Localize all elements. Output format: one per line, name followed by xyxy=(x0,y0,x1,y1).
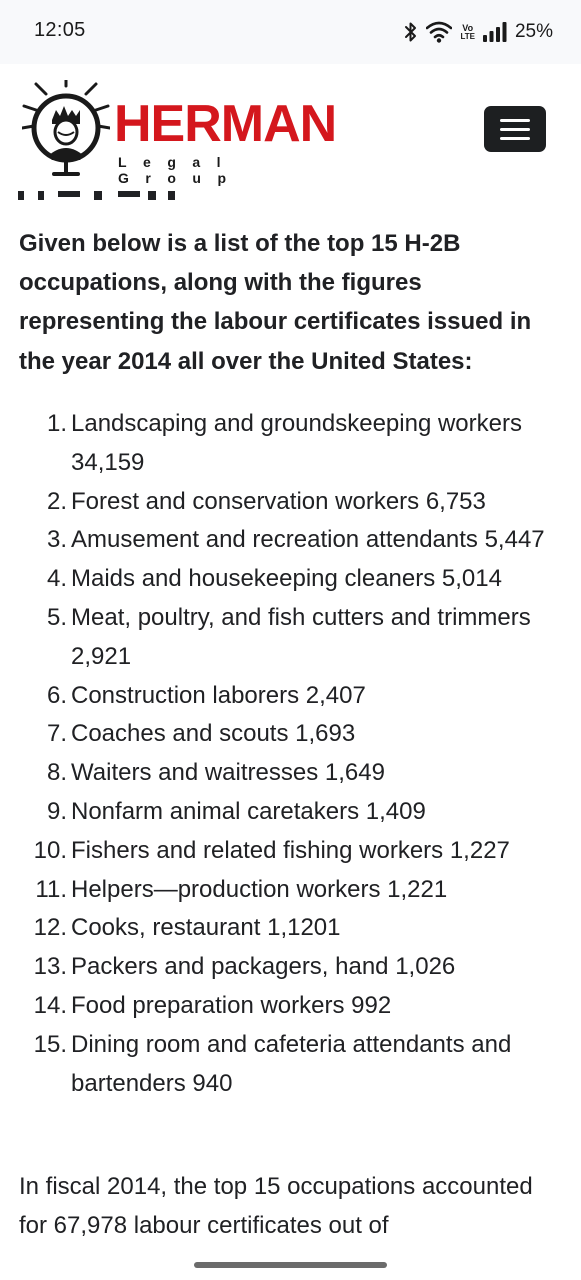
list-item: 15. Dining room and cafeteria attendants … xyxy=(0,1026,581,1104)
list-item: 3. Amusement and recreation attendants 5,… xyxy=(0,521,581,560)
list-item-number: 3. xyxy=(46,526,67,554)
volte-icon: Vo LTE xyxy=(460,22,475,41)
signal-icon xyxy=(482,22,507,42)
list-item: 1. Landscaping and groundskeeping workers… xyxy=(0,405,581,483)
list-item: 2. Forest and conservation workers 6,753 xyxy=(0,483,581,522)
hamburger-icon xyxy=(500,118,530,140)
battery-percent: 25% xyxy=(514,21,553,42)
list-item-number: 2. xyxy=(46,487,67,515)
statue-of-liberty-emblem xyxy=(22,80,110,176)
site-header: HERMAN Legal Group xyxy=(0,64,581,190)
list-item: 10. Fishers and related fishing workers 1… xyxy=(0,832,581,871)
list-item-number: 10. xyxy=(33,836,67,864)
volte-bottom: LTE xyxy=(460,31,475,41)
list-item: 4. Maids and housekeeping cleaners 5,014 xyxy=(0,560,581,599)
scrolled-heading-glyphs xyxy=(18,191,175,200)
list-item-text: Amusement and recreation attendants 5,44… xyxy=(71,526,545,554)
list-item: 7. Coaches and scouts 1,693 xyxy=(0,715,581,754)
status-icons: Vo LTE 25% xyxy=(404,18,553,46)
menu-button[interactable] xyxy=(484,106,546,152)
hamburger-line xyxy=(500,127,530,131)
list-item-text: Dining room and cafeteria attendants and… xyxy=(71,1030,512,1097)
list-item-text: Cooks, restaurant 1,1201 xyxy=(71,914,341,942)
status-time: 12:05 xyxy=(34,19,86,41)
list-item-number: 4. xyxy=(46,565,67,593)
list-item-text: Fishers and related fishing workers 1,22… xyxy=(71,836,510,864)
scrolled-heading-remnant xyxy=(18,190,218,202)
bottom-fade xyxy=(0,1240,581,1280)
list-item: 6. Construction laborers 2,407 xyxy=(0,677,581,716)
list-item-text: Helpers—production workers 1,221 xyxy=(71,875,448,903)
list-item-text: Maids and housekeeping cleaners 5,014 xyxy=(71,565,502,593)
list-item-number: 5. xyxy=(46,603,67,631)
list-item-text: Nonfarm animal caretakers 1,409 xyxy=(71,797,426,825)
list-item-number: 12. xyxy=(33,914,67,942)
volte-top: Vo xyxy=(462,22,474,33)
hamburger-line xyxy=(500,118,530,122)
bluetooth-icon xyxy=(405,22,417,42)
list-item: 5. Meat, poultry, and fish cutters and tr… xyxy=(0,599,581,677)
list-item: 14. Food preparation workers 992 xyxy=(0,987,581,1026)
list-item-number: 7. xyxy=(46,720,67,748)
list-item-number: 13. xyxy=(33,953,67,981)
list-item: 11. Helpers—production workers 1,221 xyxy=(0,871,581,910)
brand-subtitle: Legal Group xyxy=(118,154,243,186)
list-item-number: 14. xyxy=(33,991,67,1019)
herman-legal-group-logo[interactable]: HERMAN Legal Group xyxy=(22,80,362,186)
list-item-text: Food preparation workers 992 xyxy=(71,991,392,1019)
list-item-text: Packers and packagers, hand 1,026 xyxy=(71,953,456,981)
hamburger-line xyxy=(500,136,530,140)
list-intro: Given below is a list of the top 15 H-2B… xyxy=(19,230,532,375)
wifi-icon xyxy=(426,21,453,43)
list-item: 13. Packers and packagers, hand 1,026 xyxy=(0,948,581,987)
list-item-number: 8. xyxy=(46,759,67,787)
list-item: 9. Nonfarm animal caretakers 1,409 xyxy=(0,793,581,832)
list-item-text: Waiters and waitresses 1,649 xyxy=(71,759,385,787)
list-item-text: Coaches and scouts 1,693 xyxy=(71,720,356,748)
list-item-number: 11. xyxy=(35,875,67,903)
list-item-text: Construction laborers 2,407 xyxy=(71,681,366,709)
list-item-number: 15. xyxy=(33,1030,67,1058)
list-item-number: 6. xyxy=(46,681,67,709)
brand-name: HERMAN xyxy=(114,95,337,153)
list-item-text: Meat, poultry, and fish cutters and trim… xyxy=(71,603,531,670)
status-bar: 12:05 Vo LTE 25% xyxy=(0,0,581,64)
home-indicator[interactable] xyxy=(194,1262,387,1268)
list-item-text: Landscaping and groundskeeping workers 3… xyxy=(71,410,522,476)
list-item-text: Forest and conservation workers 6,753 xyxy=(71,487,486,515)
list-item-number: 1. xyxy=(46,410,67,437)
list-item-number: 9. xyxy=(46,797,67,825)
list-item: 8. Waiters and waitresses 1,649 xyxy=(0,754,581,793)
closing-paragraph: In fiscal 2014, the top 15 occupations a… xyxy=(19,1173,533,1239)
occupation-list: 1. Landscaping and groundskeeping workers… xyxy=(0,405,581,1103)
list-item: 12. Cooks, restaurant 1,1201 xyxy=(0,909,581,948)
